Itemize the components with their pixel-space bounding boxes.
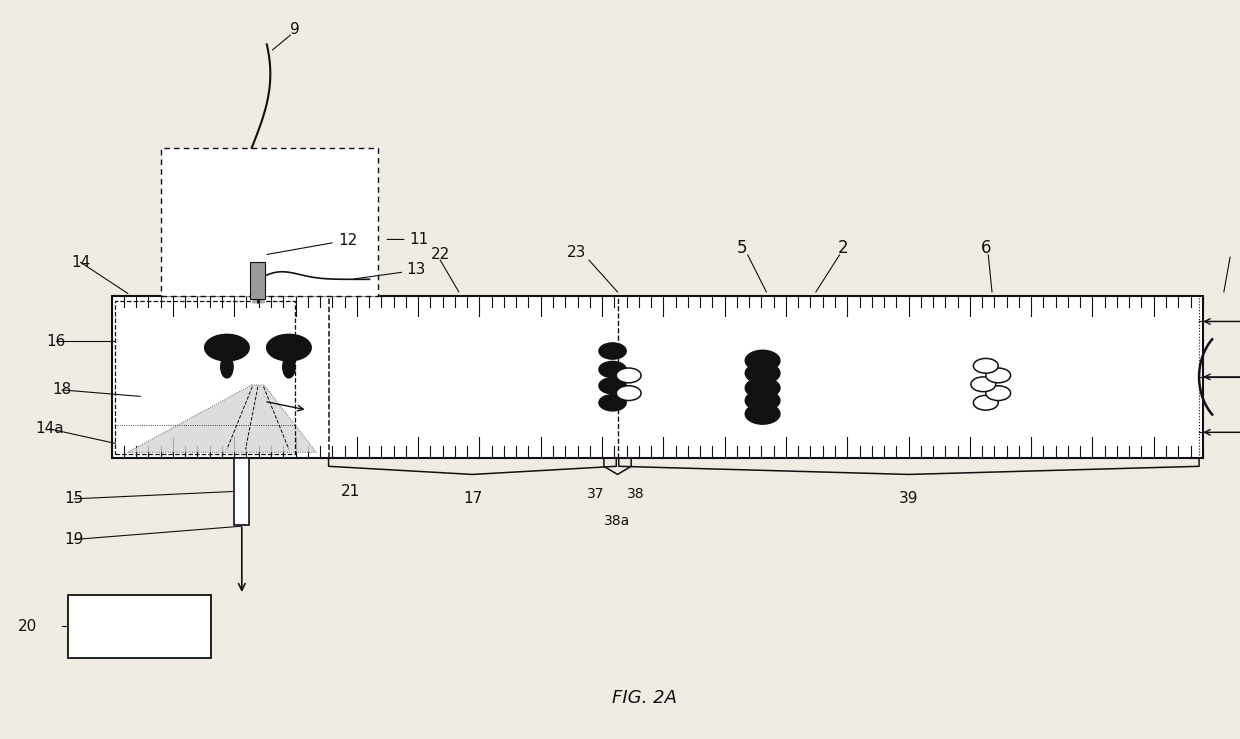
Circle shape: [986, 386, 1011, 401]
Circle shape: [599, 395, 626, 411]
Circle shape: [616, 386, 641, 401]
Bar: [112, 296, 1203, 458]
Bar: [161, 148, 378, 296]
Text: 17: 17: [463, 491, 482, 505]
Text: 5: 5: [737, 239, 746, 256]
Text: 12: 12: [339, 233, 358, 248]
Circle shape: [745, 350, 780, 371]
Text: 23: 23: [567, 245, 587, 260]
Circle shape: [745, 363, 780, 384]
Ellipse shape: [221, 355, 233, 378]
Text: 38: 38: [627, 487, 645, 500]
Circle shape: [599, 361, 626, 378]
Bar: [115, 301, 295, 454]
Text: 9: 9: [290, 22, 300, 37]
Ellipse shape: [283, 355, 295, 378]
Circle shape: [973, 358, 998, 373]
Circle shape: [599, 378, 626, 394]
Text: 38a: 38a: [604, 514, 631, 528]
Circle shape: [599, 343, 626, 359]
Circle shape: [267, 334, 311, 361]
Text: 16: 16: [46, 333, 66, 349]
Circle shape: [745, 390, 780, 411]
Text: FIG. 2A: FIG. 2A: [613, 689, 677, 707]
Text: 11: 11: [409, 232, 429, 247]
Bar: [250, 262, 265, 299]
Text: 14a: 14a: [35, 421, 64, 437]
Text: 21: 21: [341, 484, 361, 499]
Text: 6: 6: [981, 239, 991, 256]
Circle shape: [986, 368, 1011, 383]
Text: 37: 37: [587, 487, 604, 500]
Circle shape: [745, 403, 780, 424]
Polygon shape: [128, 385, 316, 452]
Text: 2: 2: [838, 239, 848, 256]
Circle shape: [205, 334, 249, 361]
Text: 18: 18: [52, 382, 72, 398]
Text: 22: 22: [430, 248, 450, 262]
Text: 13: 13: [407, 262, 427, 277]
Circle shape: [745, 378, 780, 398]
Text: 14: 14: [71, 255, 91, 270]
Circle shape: [971, 377, 996, 392]
Text: 15: 15: [64, 491, 84, 506]
Bar: [68, 595, 211, 658]
Text: 20: 20: [17, 619, 37, 634]
Text: 39: 39: [899, 491, 919, 505]
Text: 19: 19: [64, 532, 84, 547]
Circle shape: [616, 368, 641, 383]
Bar: [234, 458, 249, 525]
Circle shape: [973, 395, 998, 410]
